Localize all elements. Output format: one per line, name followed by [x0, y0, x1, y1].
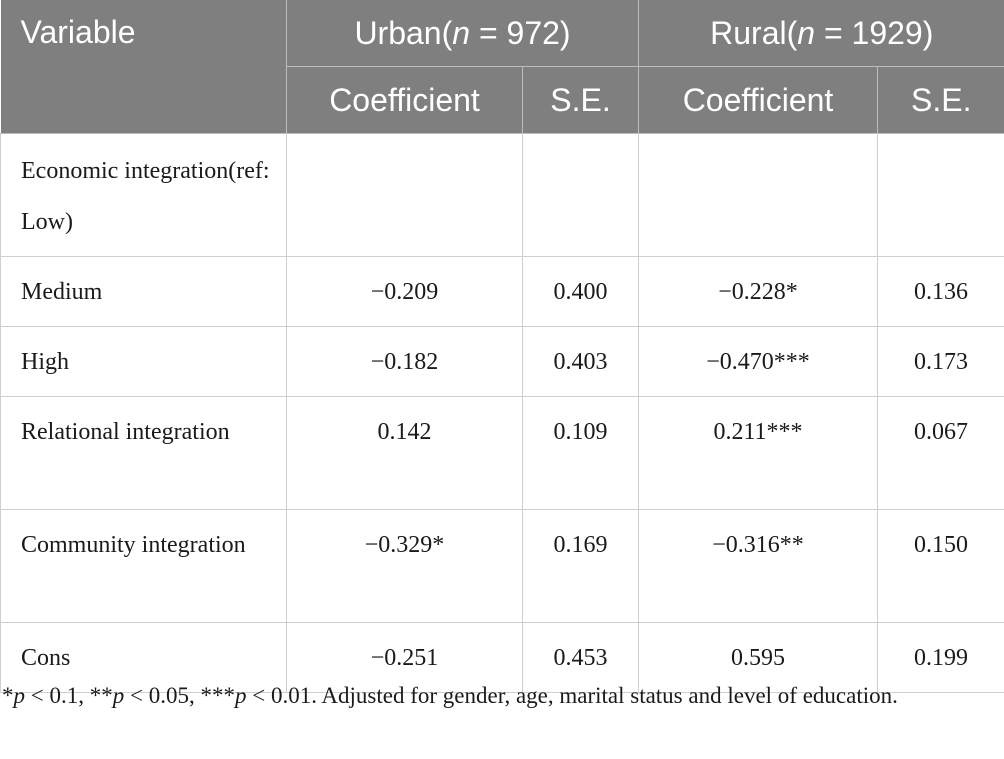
row-label: High	[0, 326, 287, 397]
urban-se-cell: 0.403	[522, 326, 639, 397]
urban-se-cell: 0.169	[522, 509, 639, 623]
rural-coefficient-cell: −0.316**	[638, 509, 878, 623]
row-label: Medium	[0, 256, 287, 327]
rural-coefficient-cell: 0.211***	[638, 396, 878, 510]
urban-se-cell	[522, 133, 639, 257]
rural-coefficient-cell: 0.595	[638, 622, 878, 693]
header-row-1: Variable Urban(n = 972) Rural(n = 1929)	[0, 0, 1004, 134]
urban-coefficient-cell: −0.209	[286, 256, 523, 327]
row-label: Economic integration(ref: Low)	[0, 133, 287, 257]
table-row: Community integration −0.329* 0.169 −0.3…	[0, 509, 1004, 623]
header-rural-n: n	[797, 14, 816, 51]
table-row: Relational integration 0.142 0.109 0.211…	[0, 396, 1004, 510]
rural-coefficient-cell	[638, 133, 878, 257]
header-rural-se: S.E.	[876, 66, 1004, 134]
rural-se-cell: 0.150	[876, 509, 1004, 623]
table-footnote: *p < 0.1, **p < 0.05, ***p < 0.01. Adjus…	[2, 678, 992, 713]
table-row: High −0.182 0.403 −0.470*** 0.173	[0, 326, 1004, 397]
header-rural-count: = 1929)	[815, 14, 934, 51]
header-urban-label: Urban(	[354, 14, 453, 51]
urban-coefficient-cell: −0.251	[286, 622, 523, 693]
regression-table: Variable Urban(n = 972) Rural(n = 1929) …	[0, 0, 1004, 693]
table-header: Variable Urban(n = 972) Rural(n = 1929) …	[0, 0, 1004, 134]
header-rural-coefficient: Coefficient	[638, 66, 878, 134]
footnote-t3: < 0.01. Adjusted for gender, age, marita…	[246, 683, 898, 708]
header-urban: Urban(n = 972)	[286, 0, 639, 67]
header-urban-coefficient: Coefficient	[286, 66, 523, 134]
header-rural-label: Rural(	[710, 14, 798, 51]
table-row: Economic integration(ref: Low)	[0, 133, 1004, 257]
footnote-t2: < 0.05, ***	[124, 683, 235, 708]
footnote-s1: *	[2, 683, 14, 708]
urban-coefficient-cell: −0.182	[286, 326, 523, 397]
header-urban-n: n	[452, 14, 471, 51]
header-urban-se: S.E.	[522, 66, 639, 134]
urban-coefficient-cell	[286, 133, 523, 257]
rural-se-cell	[876, 133, 1004, 257]
urban-coefficient-cell: 0.142	[286, 396, 523, 510]
table-row: Medium −0.209 0.400 −0.228* 0.136	[0, 256, 1004, 327]
footnote-p1: p	[13, 683, 26, 708]
header-urban-count: = 972)	[470, 14, 571, 51]
urban-se-cell: 0.109	[522, 396, 639, 510]
row-label: Relational integration	[0, 396, 287, 510]
footnote-p2: p	[112, 683, 125, 708]
rural-coefficient-cell: −0.470***	[638, 326, 878, 397]
urban-coefficient-cell: −0.329*	[286, 509, 523, 623]
header-variable: Variable	[0, 0, 287, 134]
rural-coefficient-cell: −0.228*	[638, 256, 878, 327]
table-row: Cons −0.251 0.453 0.595 0.199	[0, 622, 1004, 693]
header-rural: Rural(n = 1929)	[637, 0, 1004, 67]
rural-se-cell: 0.173	[876, 326, 1004, 397]
header-row-2: Coefficient S.E. Coefficient S.E.	[1, 66, 1004, 134]
rural-se-cell: 0.136	[876, 256, 1004, 327]
footnote-t1: < 0.1, **	[25, 683, 113, 708]
row-label: Community integration	[0, 509, 287, 623]
footnote-p3: p	[234, 683, 247, 708]
row-label: Cons	[0, 622, 287, 693]
table-body: Economic integration(ref: Low) Medium −0…	[0, 133, 1004, 693]
rural-se-cell: 0.199	[876, 622, 1004, 693]
urban-se-cell: 0.400	[522, 256, 639, 327]
rural-se-cell: 0.067	[876, 396, 1004, 510]
urban-se-cell: 0.453	[522, 622, 639, 693]
